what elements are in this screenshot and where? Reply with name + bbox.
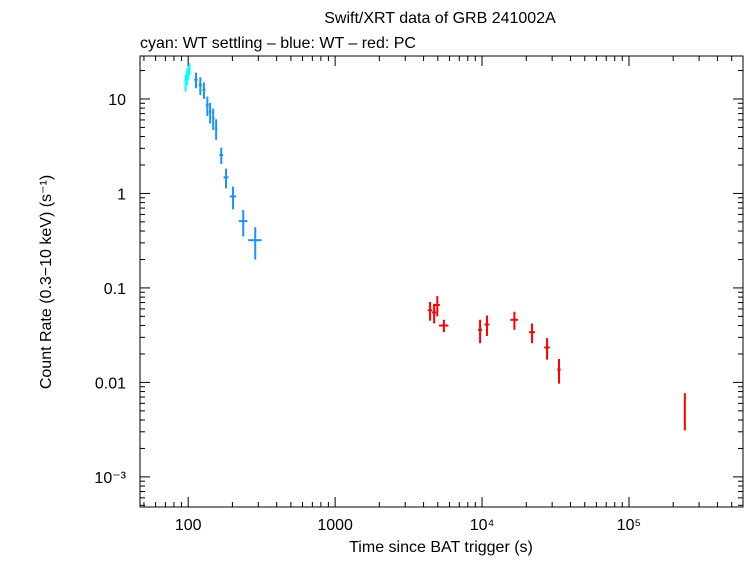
chart-subtitle: cyan: WT settling – blue: WT – red: PC xyxy=(140,35,416,52)
x-axis-label: Time since BAT trigger (s) xyxy=(349,539,533,556)
y-tick-label: 0.1 xyxy=(104,281,126,298)
chart-title: Swift/XRT data of GRB 241002A xyxy=(324,10,556,27)
y-tick-label: 10 xyxy=(108,92,126,109)
plot-frame xyxy=(139,55,744,508)
y-tick-label: 0.01 xyxy=(95,375,126,392)
x-tick-label: 10⁵ xyxy=(617,517,641,534)
y-tick-label: 10⁻³ xyxy=(94,470,126,487)
y-axis-label: Count Rate (0.3−10 keV) (s⁻¹) xyxy=(38,175,55,389)
x-tick-label: 10⁴ xyxy=(470,517,495,534)
x-tick-label: 1000 xyxy=(317,517,353,534)
x-tick-label: 100 xyxy=(175,517,202,534)
y-tick-label: 1 xyxy=(117,186,126,203)
